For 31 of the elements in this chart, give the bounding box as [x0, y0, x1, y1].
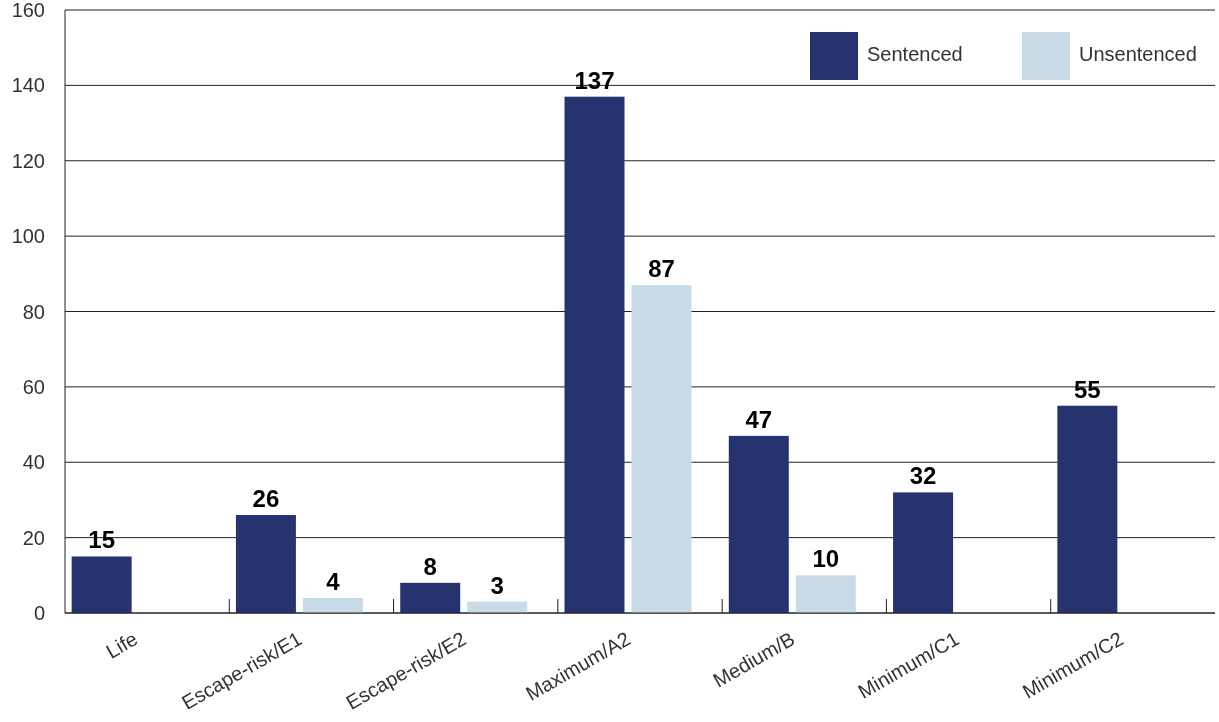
y-tick-label: 60: [22, 375, 45, 398]
legend-label: Sentenced: [867, 43, 963, 65]
bar: [728, 435, 789, 613]
data-label: 3: [490, 571, 504, 599]
y-tick-label: 160: [11, 0, 45, 21]
data-label: 87: [648, 255, 675, 283]
bar: [71, 556, 132, 613]
y-tick-label: 40: [22, 451, 45, 474]
bar: [893, 492, 954, 613]
data-label: 32: [909, 462, 937, 490]
data-label: 47: [745, 405, 773, 433]
y-tick-label: 0: [33, 602, 45, 624]
y-tick-label: 80: [22, 300, 45, 323]
data-label: 8: [423, 552, 437, 580]
y-tick-label: 140: [11, 74, 45, 97]
data-label: 4: [326, 567, 341, 595]
data-label: 26: [252, 485, 280, 513]
y-tick-label: 120: [11, 149, 45, 172]
x-tick-label: Life: [102, 627, 142, 663]
bar: [1057, 405, 1118, 613]
data-label: 10: [812, 545, 840, 573]
bar: [795, 575, 856, 613]
bar: [302, 597, 363, 613]
legend-label: Unsentenced: [1079, 43, 1197, 65]
bar: [631, 285, 692, 613]
bar: [564, 96, 625, 613]
y-tick-label: 100: [11, 225, 45, 248]
data-label: 55: [1074, 375, 1101, 403]
bar: [400, 582, 461, 613]
y-tick-label: 20: [22, 526, 45, 549]
bar: [235, 515, 296, 613]
